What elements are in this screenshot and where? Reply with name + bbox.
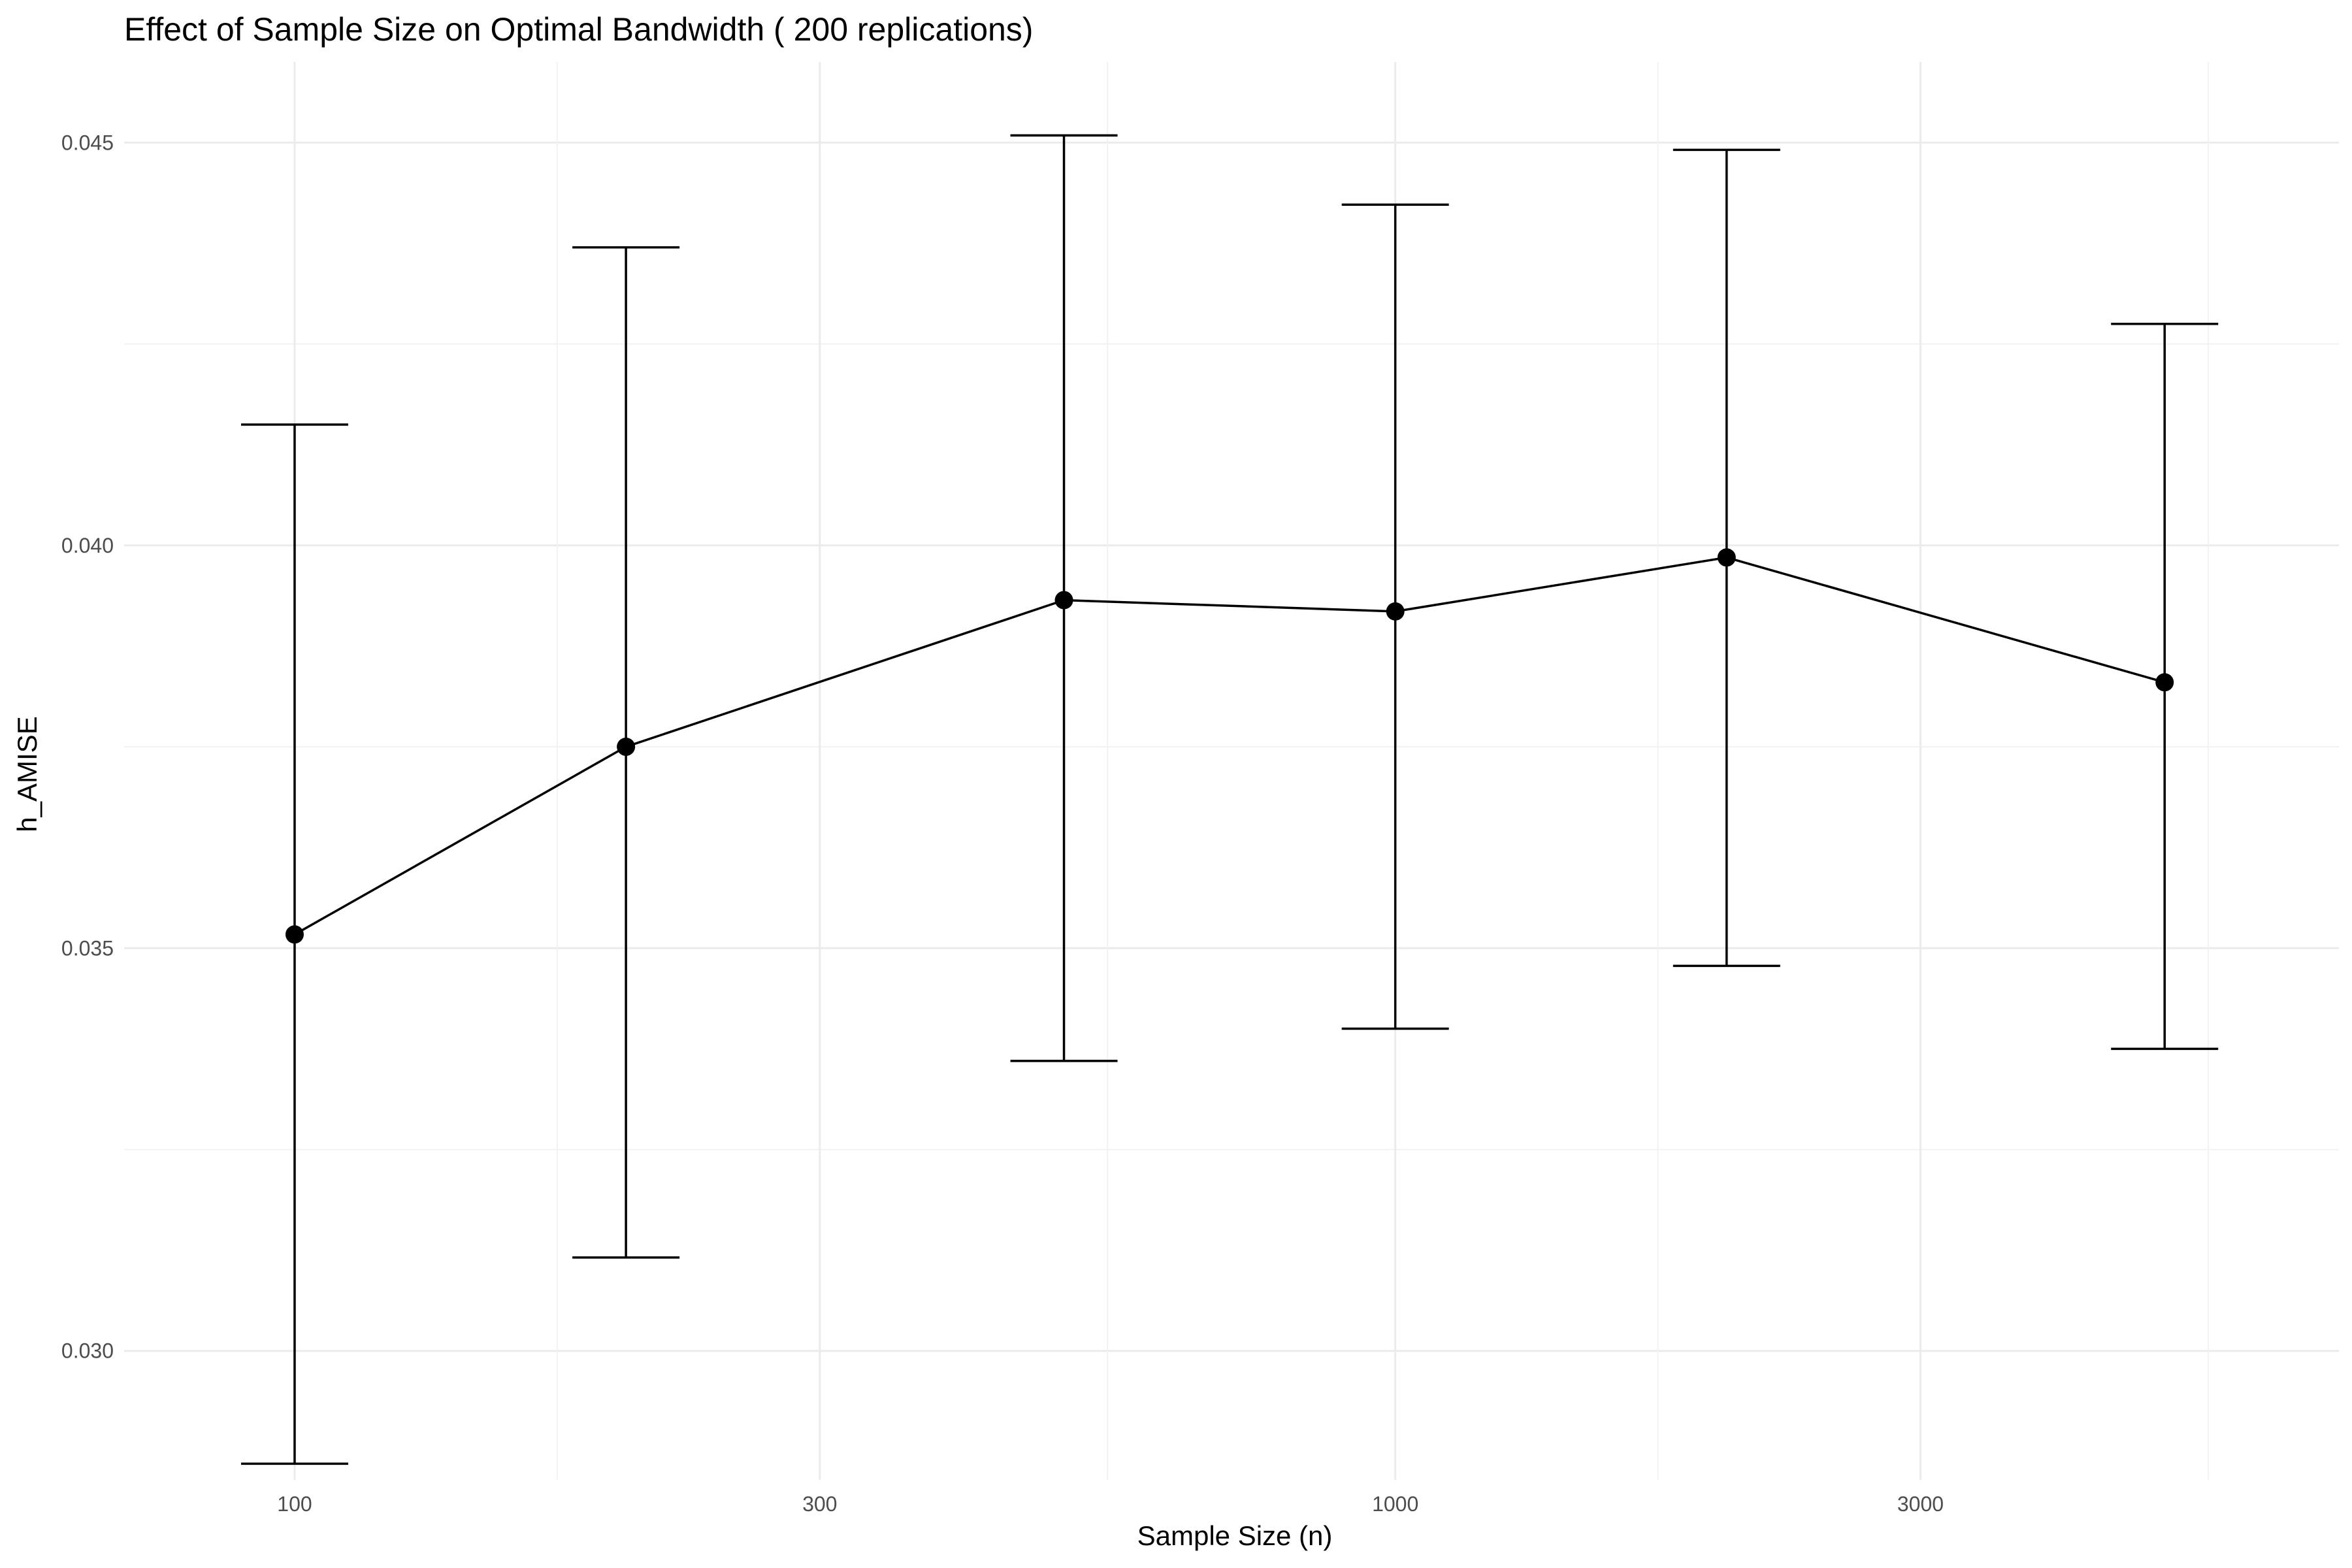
y-tick-label-0: 0.030	[61, 1339, 114, 1363]
x-tick-label-0: 100	[277, 1492, 312, 1516]
y-tick-label-2: 0.040	[61, 534, 114, 557]
data-point-3	[1386, 602, 1405, 621]
data-point-1	[617, 738, 636, 757]
series-line	[294, 556, 2165, 936]
x-tick-label-3: 3000	[1897, 1492, 1944, 1516]
data-point-4	[1717, 548, 1736, 567]
y-axis-title: h_AMISE	[12, 716, 42, 832]
x-tick-label-2: 1000	[1372, 1492, 1418, 1516]
data-point-0	[285, 925, 304, 944]
x-tick-label-1: 300	[802, 1492, 837, 1516]
data-points	[285, 548, 2174, 944]
data-point-2	[1054, 591, 1073, 610]
y-tick-label-1: 0.035	[61, 936, 114, 960]
data-point-5	[2155, 673, 2174, 692]
error-bar-0	[240, 423, 348, 1465]
error-bars	[240, 134, 2219, 1465]
chart-title: Effect of Sample Size on Optimal Bandwid…	[124, 11, 1033, 48]
x-axis-ticks: 100 300 1000 3000	[277, 1492, 1944, 1516]
gridlines	[124, 62, 2339, 1480]
x-axis-title: Sample Size (n)	[1137, 1520, 1333, 1551]
y-axis-ticks: 0.030 0.035 0.040 0.045	[61, 131, 114, 1362]
y-tick-label-3: 0.045	[61, 131, 114, 154]
